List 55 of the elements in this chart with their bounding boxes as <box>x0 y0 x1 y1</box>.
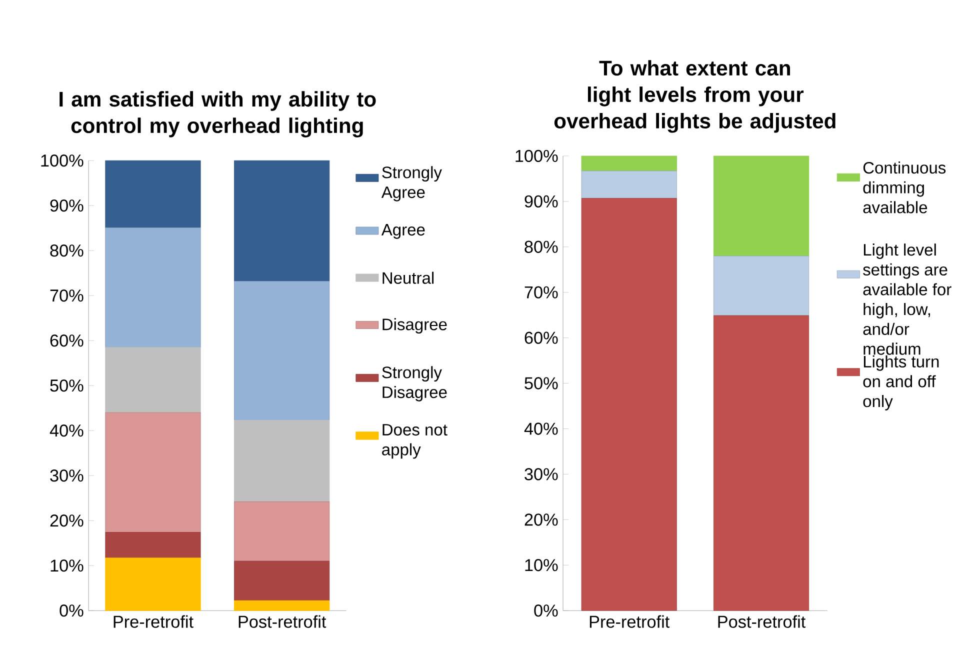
bar <box>234 600 330 611</box>
bar <box>713 156 810 256</box>
y-tick-label: 90% <box>524 195 558 208</box>
legend-label: Strongly Agree <box>381 166 442 202</box>
y-tick-label: 30% <box>50 469 84 482</box>
y-tick-label: 40% <box>50 424 84 437</box>
bar <box>581 170 677 198</box>
y-tick-label: 60% <box>50 334 84 347</box>
x-tick-label: Post-retrofit <box>718 615 806 628</box>
y-tick-label: 30% <box>524 468 558 480</box>
y-tick-label: 70% <box>524 286 558 298</box>
y-tick-label: 40% <box>524 422 558 435</box>
legend-label: Strongly Disagree <box>382 366 447 402</box>
legend-label: Neutral <box>382 272 434 284</box>
y-tick-label: 20% <box>50 514 84 527</box>
y-tick-label: 90% <box>50 199 84 212</box>
legend-label: Disagree <box>382 318 447 334</box>
y-tick-label: 70% <box>50 289 84 302</box>
y-tick-label: 60% <box>524 332 558 344</box>
bar <box>581 198 677 611</box>
legend-label: Lights turn on and off only <box>863 355 939 410</box>
text: Light level settings are available for high, low, and/or medium <box>863 243 952 355</box>
legend-label: Does not apply <box>382 424 448 459</box>
x-tick-label: Pre-retrofit <box>114 615 194 628</box>
bar <box>105 160 201 228</box>
x-tick-label: Pre-retrofit <box>590 615 670 628</box>
bar <box>234 420 330 502</box>
legend-label: Continuous dimming available <box>863 161 946 214</box>
y-tick-label: 50% <box>50 379 84 392</box>
bar <box>234 501 330 562</box>
y-tick-label: 50% <box>524 377 558 390</box>
bar <box>105 227 201 348</box>
bar <box>713 256 810 316</box>
bar <box>105 412 201 532</box>
y-tick-label: 0% <box>60 604 84 617</box>
bar <box>581 156 677 172</box>
y-tick-label: 80% <box>50 244 84 257</box>
y-tick-label: 10% <box>50 559 84 572</box>
y-tick-label: 0% <box>534 604 558 617</box>
bar <box>234 560 330 601</box>
y-tick-label: 10% <box>525 558 558 572</box>
x-tick-label: Post-retrofit <box>238 615 326 628</box>
y-tick-label: 20% <box>524 513 558 526</box>
legend-label: Agree <box>381 224 425 239</box>
bar <box>713 315 810 611</box>
chart-title: I am satisfied with my ability to control my overhead lighting <box>60 91 376 138</box>
bar <box>234 160 330 282</box>
y-tick-label: 80% <box>524 240 558 253</box>
bar <box>105 346 201 413</box>
y-tick-label: 100% <box>41 154 84 167</box>
bar <box>105 532 201 558</box>
bar <box>105 558 201 611</box>
chart-title: To what extent can light levels from your overhead lights be adjusted <box>554 60 836 133</box>
y-tick-label: 100% <box>516 150 558 162</box>
bar <box>234 280 330 420</box>
